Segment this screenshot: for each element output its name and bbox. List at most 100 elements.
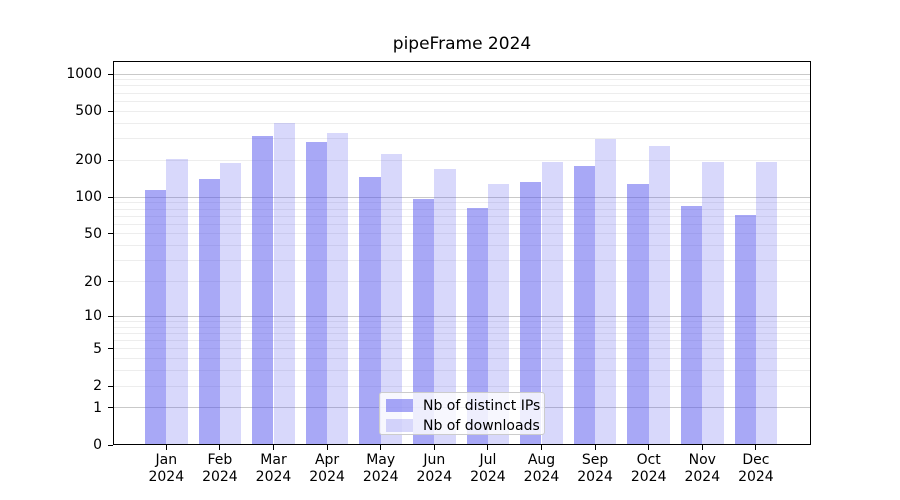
bar-nb-of-downloads-feb [219,162,242,444]
major-gridline [114,315,810,317]
y-tick-mark [108,233,113,235]
bar-nb-of-downloads-aug [541,161,563,444]
bar-nb-of-downloads-jul [487,184,510,444]
minor-gridline [114,215,810,217]
bar-nb-of-distinct-ips-aug [520,181,542,444]
x-tick-year: 2024 [202,469,238,485]
x-tick-mark [648,445,650,450]
bar-nb-of-downloads-oct [648,145,671,444]
minor-gridline [114,385,810,387]
x-tick-label: Jul 2024 [458,452,518,486]
bar-nb-of-distinct-ips-mar [252,135,274,444]
minor-gridline [114,159,810,161]
bar-nb-of-downloads-dec [755,161,778,444]
x-tick-mark [541,445,542,450]
x-tick-mark [487,445,489,450]
y-tick-mark [108,348,113,350]
y-tick-mark [108,385,113,387]
y-tick-label: 100 [75,189,102,206]
y-tick-label: 1 [93,399,102,416]
bar-nb-of-distinct-ips-jan [144,189,167,444]
bar-nb-of-distinct-ips-nov [680,205,703,444]
x-tick-year: 2024 [684,469,721,485]
bar-nb-of-downloads-may [380,153,403,444]
x-tick-year: 2024 [738,469,774,485]
x-tick-label: Jun 2024 [404,452,464,486]
legend-item-downloads: Nb of downloads [386,417,544,434]
y-tick-label: 200 [75,152,102,169]
legend-label-distinct-ips: Nb of distinct IPs [423,397,541,414]
y-tick-label: 2 [93,378,102,394]
y-tick-mark [108,159,113,161]
bar-nb-of-distinct-ips-dec [734,214,756,444]
plot-area-border [113,61,811,445]
minor-gridline [114,245,810,247]
minor-gridline [114,79,810,81]
x-tick-mark [273,445,274,450]
bar-nb-of-distinct-ips-sep [573,166,596,444]
x-tick-mark [701,445,703,450]
x-tick-label: Nov 2024 [672,452,732,486]
x-tick-mark [219,445,221,450]
x-tick-mark [326,445,328,450]
minor-gridline [114,233,810,235]
x-tick-label: Feb 2024 [190,452,250,486]
bar-nb-of-distinct-ips-oct [627,184,649,444]
legend-swatch-distinct-ips [386,399,413,412]
y-tick-label: 50 [84,225,102,242]
bar-nb-of-distinct-ips-apr [305,142,328,444]
x-tick-label: May 2024 [351,452,411,486]
x-tick-year: 2024 [470,469,506,485]
x-tick-mark [594,445,596,450]
y-tick-mark [108,281,113,282]
x-tick-label: Jan 2024 [136,452,196,486]
major-gridline [114,73,810,75]
bar-nb-of-downloads-jun [434,168,456,444]
legend-label-downloads: Nb of downloads [423,417,540,434]
legend: Nb of distinct IPs Nb of downloads [379,392,545,435]
minor-gridline [114,326,810,328]
y-tick-mark [108,407,113,409]
minor-gridline [114,260,810,262]
minor-gridline [114,320,810,322]
x-tick-mark [755,445,757,450]
minor-gridline [114,92,810,94]
y-tick-label: 500 [75,103,102,120]
minor-gridline [114,138,810,140]
y-tick-label: 5 [93,340,102,357]
x-tick-year: 2024 [577,469,613,485]
bar-nb-of-distinct-ips-jun [412,198,435,444]
x-tick-year: 2024 [362,469,399,485]
bar-nb-of-downloads-sep [595,139,617,444]
y-tick-label: 10 [84,308,102,325]
x-tick-year: 2024 [630,469,667,485]
bar-nb-of-downloads-nov [702,161,724,444]
chart-title: pipeFrame 2024 [392,34,532,54]
y-tick-mark [108,196,113,198]
x-tick-label: Aug 2024 [512,452,572,486]
y-tick-label: 1000 [66,66,102,82]
minor-gridline [114,208,810,210]
x-tick-year: 2024 [148,469,185,485]
bar-nb-of-distinct-ips-jul [466,207,488,444]
x-tick-year: 2024 [255,469,292,485]
x-tick-label: Sep 2024 [565,452,625,486]
x-tick-year: 2024 [309,469,345,485]
y-tick-mark [108,444,113,446]
minor-gridline [114,100,810,102]
x-tick-mark [433,445,435,450]
minor-gridline [114,358,810,360]
legend-item-distinct-ips: Nb of distinct IPs [386,397,544,414]
y-tick-label: 0 [93,437,102,453]
bar-nb-of-downloads-jan [166,158,188,444]
x-tick-year: 2024 [523,469,560,485]
minor-gridline [114,202,810,204]
major-gridline [114,196,810,198]
y-tick-mark [108,73,113,75]
bar-nb-of-downloads-apr [327,133,349,444]
minor-gridline [114,85,810,87]
x-tick-label: Mar 2024 [244,452,304,486]
